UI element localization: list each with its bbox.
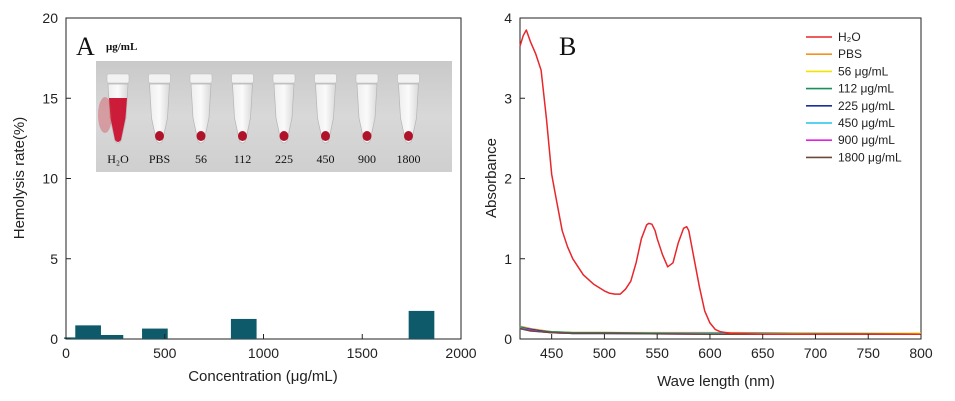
bar-225 [97, 334, 124, 339]
bar-450 [142, 328, 168, 339]
legend-label: PBS [838, 47, 862, 61]
panel-a-bars [64, 310, 435, 339]
x-tick-label: 500 [593, 345, 617, 361]
x-tick-label: 1000 [248, 345, 279, 361]
bar-900 [230, 318, 257, 339]
tube-label: 56 [195, 152, 207, 166]
y-tick-label: 3 [504, 90, 512, 106]
tube-label: 225 [275, 152, 293, 166]
tube-label: PBS [149, 152, 170, 166]
y-tick-label: 20 [42, 10, 58, 26]
legend: H₂O PBS 56 μg/mL 112 μg/mL 225 μg/mL 450 μg/m… [806, 30, 902, 164]
tube: PBS [148, 73, 171, 166]
tube: 1800 [397, 73, 421, 166]
tube-photo-inset: H₂O PBS 56 112 225 450 900 1800 [96, 61, 452, 172]
panel-a: 0 500 1000 1500 2000 0 5 10 15 20 Concentration … [11, 10, 477, 385]
y-tick-label: 2 [504, 171, 512, 187]
tube-label: 1800 [397, 152, 421, 166]
x-tick-label: 650 [751, 345, 775, 361]
panel-b-x-ticks: 450 500 550 600 650 700 750 800 [540, 334, 933, 361]
tube-label: H₂O [107, 152, 129, 166]
tube: 900 [355, 73, 379, 166]
bar-112 [75, 325, 101, 339]
panel-b-lines [519, 29, 922, 335]
series-line-0 [519, 29, 921, 335]
series-line-7 [519, 327, 921, 335]
tube: H₂O [98, 73, 130, 166]
x-tick-label: 500 [153, 345, 177, 361]
x-tick-label: 0 [62, 345, 70, 361]
panel-a-x-ticks: 0 500 1000 1500 2000 [62, 334, 477, 361]
tube-label: 450 [317, 152, 335, 166]
panel-a-xlabel: Concentration (μg/mL) [188, 368, 338, 385]
legend-label: 112 μg/mL [838, 82, 894, 96]
panel-a-ylabel: Hemolysis rate(%) [11, 117, 28, 240]
tube-label: 900 [358, 152, 376, 166]
tube: 112 [231, 73, 254, 166]
legend-label: 56 μg/mL [838, 64, 889, 78]
tube: 56 [189, 73, 213, 166]
y-tick-label: 0 [504, 331, 512, 347]
panel-b: 450 500 550 600 650 700 750 800 0 1 2 3 4 H₂O PBS 56 … [483, 10, 933, 390]
x-tick-label: 700 [804, 345, 828, 361]
inset-unit-label: μg/mL [106, 41, 137, 53]
legend-label: 1800 μg/mL [838, 150, 902, 164]
y-tick-label: 5 [50, 251, 58, 267]
y-tick-label: 1 [504, 251, 512, 267]
legend-label: 450 μg/mL [838, 116, 895, 130]
panel-b-letter: B [559, 32, 576, 61]
panel-a-y-ticks: 0 5 10 15 20 [42, 10, 71, 347]
x-tick-label: 600 [698, 345, 722, 361]
y-tick-label: 0 [50, 331, 58, 347]
panel-b-xlabel: Wave length (nm) [657, 373, 775, 390]
legend-label: 900 μg/mL [838, 133, 895, 147]
x-tick-label: 750 [857, 345, 881, 361]
y-tick-label: 4 [504, 10, 512, 26]
y-tick-label: 10 [42, 171, 58, 187]
legend-label: H₂O [838, 30, 861, 44]
x-tick-label: 1500 [347, 345, 378, 361]
x-tick-label: 550 [646, 345, 670, 361]
panel-a-letter: A [76, 32, 95, 61]
x-tick-label: 2000 [445, 345, 476, 361]
x-tick-label: 450 [540, 345, 564, 361]
legend-label: 225 μg/mL [838, 99, 895, 113]
panel-b-ylabel: Absorbance [483, 138, 500, 218]
tube-label: 112 [234, 152, 252, 166]
x-tick-label: 800 [909, 345, 933, 361]
bar-1800 [408, 310, 435, 339]
tube: 450 [314, 73, 337, 166]
y-tick-label: 15 [42, 90, 58, 106]
panel-b-y-ticks: 0 1 2 3 4 [504, 10, 525, 347]
tube: 225 [272, 73, 296, 166]
